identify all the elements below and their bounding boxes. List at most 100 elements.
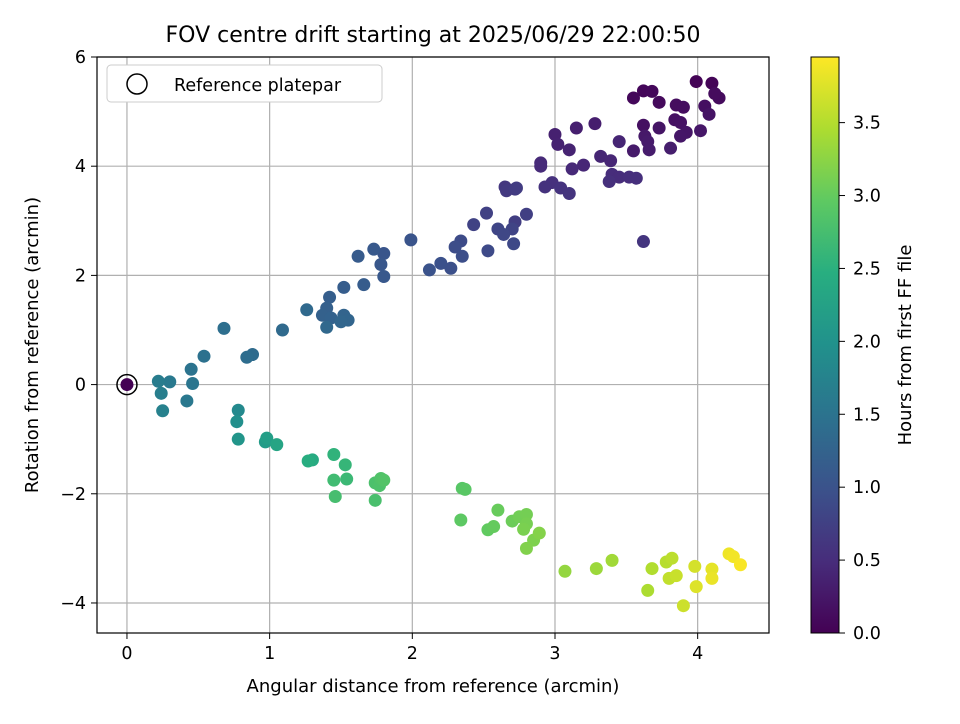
- data-point: [733, 558, 747, 572]
- data-point: [642, 143, 656, 157]
- data-point: [604, 154, 618, 168]
- data-point: [702, 107, 716, 121]
- plot-area-frame: [96, 56, 770, 634]
- data-point: [519, 207, 533, 221]
- data-point: [180, 394, 194, 408]
- data-point: [444, 261, 458, 275]
- data-point: [184, 362, 198, 376]
- colorbar-label: Hours from first FF file: [895, 245, 916, 446]
- y-tick-label: −4: [60, 594, 86, 614]
- data-point: [337, 280, 351, 294]
- data-point: [509, 181, 523, 195]
- chart-title: FOV centre drift starting at 2025/06/29 …: [166, 23, 701, 48]
- data-point: [517, 522, 531, 536]
- data-point: [301, 454, 315, 468]
- data-point: [565, 162, 579, 176]
- data-point: [664, 141, 678, 155]
- colorbar-tick-label: 0.5: [853, 551, 881, 571]
- data-point: [328, 490, 342, 504]
- data-point: [534, 159, 548, 173]
- data-point: [497, 227, 511, 241]
- y-tick-label: −2: [60, 485, 86, 505]
- data-point: [186, 376, 200, 390]
- data-point: [197, 349, 211, 363]
- data-point: [434, 256, 448, 270]
- data-point: [404, 233, 418, 247]
- colorbar-tick-label: 3.0: [853, 187, 881, 207]
- data-point: [151, 374, 165, 388]
- y-axis-ticks: −4 −2 0 2 4 6: [60, 48, 97, 614]
- colorbar-tick-label: 0.0: [853, 624, 881, 644]
- data-point: [705, 571, 719, 585]
- legend-marker-reference: [126, 73, 148, 95]
- colorbar-tick-label: 2.5: [853, 259, 881, 279]
- data-point: [519, 508, 533, 522]
- data-point: [240, 350, 254, 364]
- data-point: [300, 303, 314, 317]
- data-point: [577, 158, 591, 172]
- data-point: [487, 520, 501, 534]
- data-point: [626, 144, 640, 158]
- data-point: [674, 116, 688, 130]
- data-point: [689, 75, 703, 89]
- data-point: [588, 117, 602, 131]
- colorbar-tick-label: 2.0: [853, 332, 881, 352]
- data-point: [374, 257, 388, 271]
- y-axis-label: Rotation from reference (arcmin): [22, 197, 43, 493]
- data-point: [538, 180, 552, 194]
- colorbar-tick-label: 1.5: [853, 405, 881, 425]
- data-point: [674, 129, 688, 143]
- data-point: [454, 513, 468, 527]
- data-point: [562, 143, 576, 157]
- colorbar: [810, 56, 840, 634]
- data-point: [645, 84, 659, 98]
- reference-platepar-marker: [116, 373, 138, 396]
- data-point: [612, 135, 626, 149]
- data-point: [665, 551, 679, 565]
- data-point: [377, 247, 391, 261]
- data-point: [626, 91, 640, 105]
- scatter-points: [116, 75, 747, 613]
- data-point: [340, 472, 354, 486]
- data-point: [652, 121, 666, 135]
- data-point: [652, 95, 666, 109]
- data-point: [120, 378, 134, 392]
- data-point: [532, 526, 546, 540]
- data-point: [377, 473, 391, 487]
- data-point: [357, 278, 371, 292]
- data-point: [558, 564, 572, 578]
- data-point: [602, 174, 616, 188]
- data-point: [519, 541, 533, 555]
- data-point: [260, 431, 274, 445]
- data-point: [458, 482, 472, 496]
- data-point: [448, 240, 462, 254]
- data-point: [551, 137, 565, 151]
- data-point: [163, 375, 177, 389]
- x-axis-ticks: 0 1 2 3 4: [121, 633, 703, 664]
- data-point: [507, 237, 521, 251]
- data-point: [327, 473, 341, 487]
- colorbar-ticks: 0.0 0.5 1.0 1.5 2.0 2.5 3.0 3.5: [839, 114, 881, 644]
- data-point: [467, 218, 481, 232]
- data-point: [688, 559, 702, 573]
- y-tick-label: 0: [75, 376, 86, 396]
- data-point: [629, 171, 643, 185]
- y-tick-label: 6: [75, 48, 86, 68]
- x-tick-label: 1: [264, 644, 275, 664]
- data-point: [368, 493, 382, 507]
- y-tick-label: 2: [75, 266, 86, 286]
- legend: Reference platepar: [106, 64, 383, 103]
- x-tick-label: 2: [407, 644, 418, 664]
- data-point: [676, 100, 690, 114]
- colorbar-tick-label: 3.5: [853, 114, 881, 134]
- data-point: [377, 269, 391, 283]
- legend-box: [106, 64, 383, 103]
- data-point: [351, 249, 365, 263]
- x-tick-label: 3: [549, 644, 560, 664]
- data-point: [612, 170, 626, 184]
- data-point: [641, 583, 655, 597]
- data-point: [156, 404, 170, 418]
- data-point: [270, 438, 284, 452]
- data-point: [334, 315, 348, 329]
